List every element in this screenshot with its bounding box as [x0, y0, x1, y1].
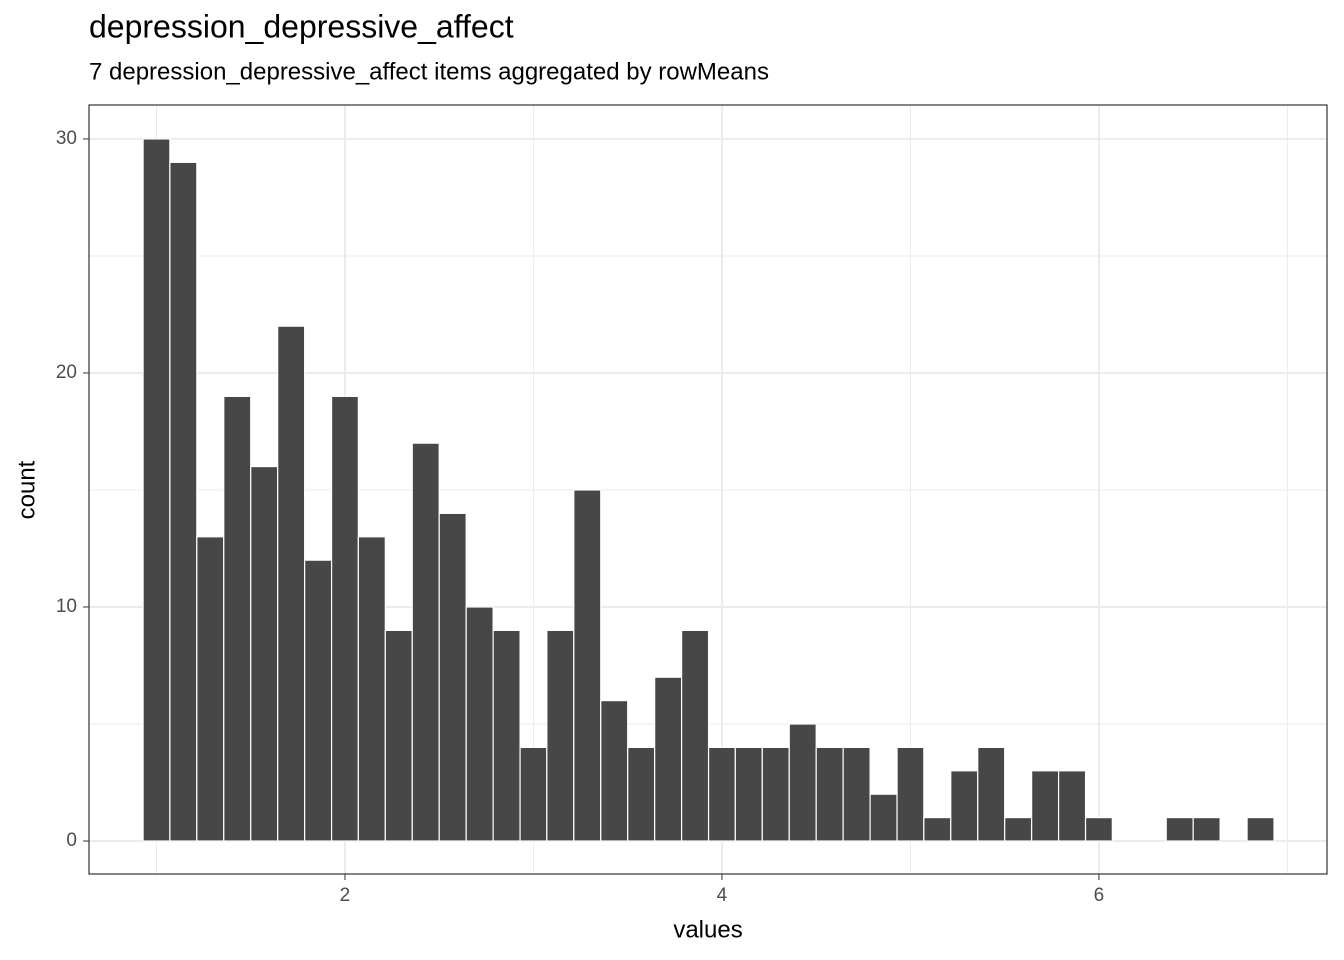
- x-tick-label: 4: [717, 885, 728, 906]
- bar: [1084, 817, 1113, 842]
- bar: [815, 746, 844, 842]
- bar: [842, 746, 871, 842]
- x-tick-label: 2: [340, 885, 351, 906]
- chart-subtitle: 7 depression_depressive_affect items agg…: [89, 58, 769, 85]
- panel-border: [88, 104, 1328, 875]
- bar: [519, 746, 548, 842]
- bar: [1192, 817, 1221, 842]
- x-tick-label: 6: [1094, 885, 1105, 906]
- bar: [734, 746, 763, 842]
- bar: [1165, 817, 1194, 842]
- bar: [384, 629, 413, 842]
- bar: [977, 746, 1006, 842]
- bar: [330, 395, 359, 842]
- x-axis-label: values: [673, 916, 742, 943]
- y-axis-label: count: [13, 460, 40, 519]
- bar: [196, 536, 225, 842]
- bar: [304, 559, 333, 842]
- bar: [142, 138, 171, 842]
- bar: [869, 793, 898, 842]
- bar: [681, 629, 710, 842]
- y-tick-label: 30: [56, 128, 77, 149]
- bar: [707, 746, 736, 842]
- bar: [1031, 770, 1060, 842]
- bar: [357, 536, 386, 842]
- bar: [1246, 817, 1275, 842]
- bar: [438, 512, 467, 842]
- bar: [250, 465, 279, 842]
- bar: [546, 629, 575, 842]
- bar: [950, 770, 979, 842]
- bar: [896, 746, 925, 842]
- bar: [169, 161, 198, 842]
- bar: [627, 746, 656, 842]
- bar: [573, 489, 602, 842]
- bar: [600, 699, 629, 842]
- y-tick-label: 0: [66, 830, 77, 851]
- bar: [788, 723, 817, 842]
- bar: [654, 676, 683, 842]
- bar: [492, 629, 521, 842]
- bar: [761, 746, 790, 842]
- bar: [923, 817, 952, 842]
- bar: [1057, 770, 1087, 842]
- y-tick-label: 20: [56, 362, 77, 383]
- bar: [1004, 817, 1033, 842]
- chart-title: depression_depressive_affect: [89, 8, 514, 44]
- bar: [277, 325, 306, 842]
- bar: [411, 442, 440, 842]
- bar: [465, 606, 494, 842]
- y-tick-label: 10: [56, 596, 77, 617]
- bar: [223, 395, 252, 842]
